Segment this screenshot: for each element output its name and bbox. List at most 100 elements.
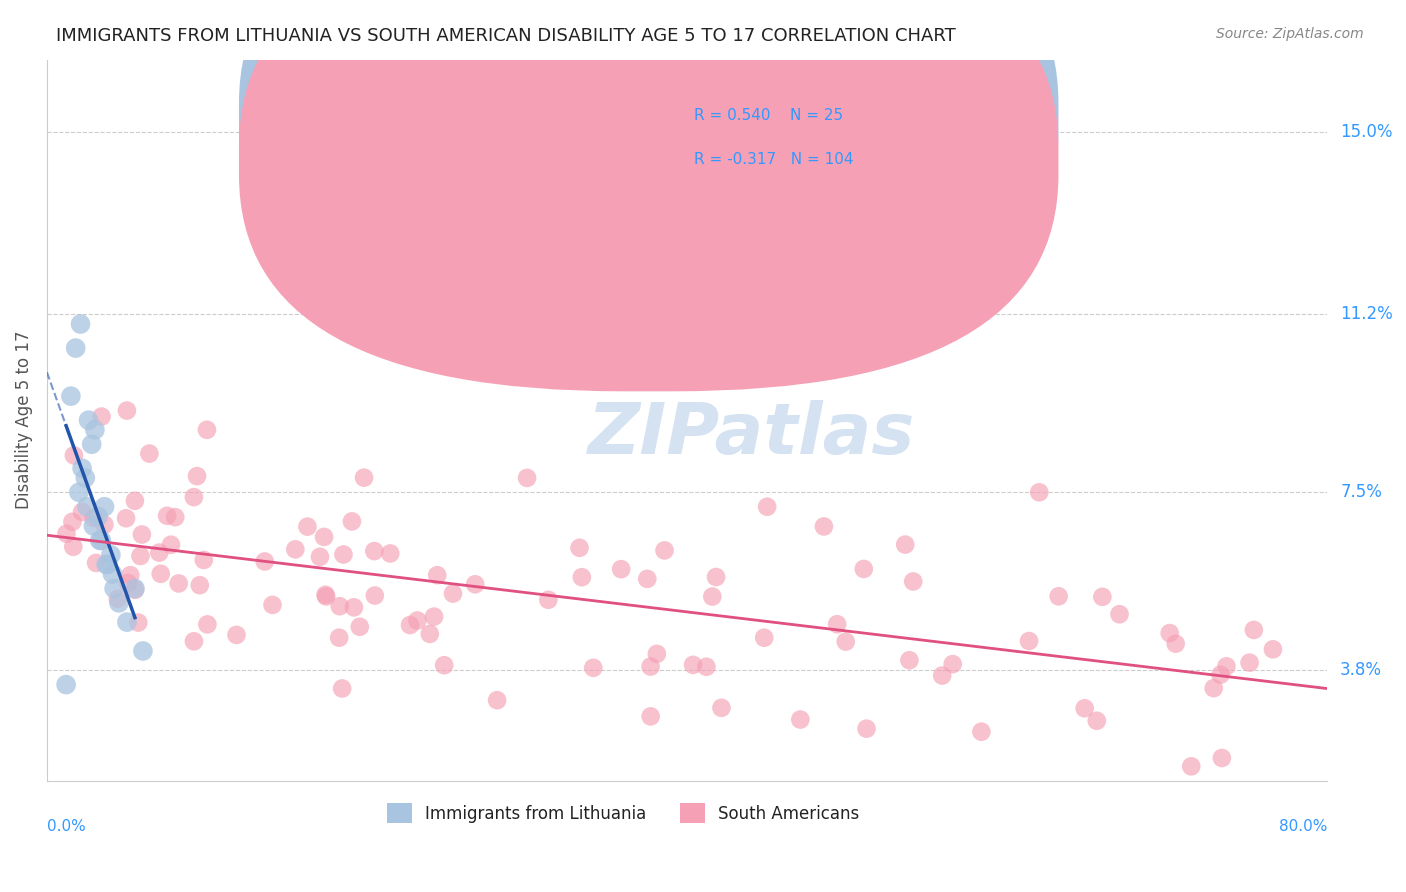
Point bbox=[571, 570, 593, 584]
Text: ZIPatlas: ZIPatlas bbox=[588, 401, 915, 469]
Text: 7.5%: 7.5% bbox=[1340, 483, 1382, 501]
Point bbox=[682, 657, 704, 672]
Point bbox=[108, 596, 131, 610]
Point bbox=[120, 568, 142, 582]
Point bbox=[568, 541, 591, 555]
Point bbox=[1239, 656, 1261, 670]
Point bbox=[537, 592, 560, 607]
Point bbox=[55, 678, 77, 692]
Point bbox=[406, 614, 429, 628]
Point bbox=[149, 566, 172, 581]
Point bbox=[165, 510, 187, 524]
Text: 3.8%: 3.8% bbox=[1340, 661, 1382, 679]
Y-axis label: Disability Age 5 to 17: Disability Age 5 to 17 bbox=[15, 331, 32, 509]
FancyBboxPatch shape bbox=[598, 88, 981, 196]
Point bbox=[1085, 714, 1108, 728]
Point bbox=[156, 508, 179, 523]
Legend: Immigrants from Lithuania, South Americans: Immigrants from Lithuania, South America… bbox=[380, 797, 866, 830]
Point bbox=[901, 574, 924, 589]
Point bbox=[183, 490, 205, 504]
Point bbox=[486, 693, 509, 707]
Point bbox=[62, 540, 84, 554]
Point bbox=[855, 722, 877, 736]
Point bbox=[1028, 485, 1050, 500]
Point bbox=[315, 590, 337, 604]
Point bbox=[332, 548, 354, 562]
Point bbox=[70, 461, 93, 475]
Point bbox=[167, 576, 190, 591]
Point bbox=[297, 519, 319, 533]
Point bbox=[970, 724, 993, 739]
Point bbox=[433, 658, 456, 673]
Point bbox=[60, 515, 83, 529]
Point bbox=[124, 493, 146, 508]
Point bbox=[330, 681, 353, 696]
Point bbox=[640, 709, 662, 723]
Point bbox=[363, 544, 385, 558]
Point bbox=[423, 609, 446, 624]
Point bbox=[702, 590, 724, 604]
Point bbox=[284, 542, 307, 557]
Point bbox=[1180, 759, 1202, 773]
Point bbox=[253, 554, 276, 568]
Point bbox=[640, 659, 662, 673]
Point bbox=[1209, 667, 1232, 681]
Point bbox=[789, 713, 811, 727]
Point bbox=[65, 341, 87, 355]
Point bbox=[94, 558, 117, 572]
Point bbox=[90, 533, 112, 548]
Point bbox=[84, 423, 107, 437]
Point bbox=[63, 449, 86, 463]
Point bbox=[399, 618, 422, 632]
Point bbox=[654, 543, 676, 558]
Point bbox=[107, 591, 129, 606]
Point bbox=[75, 471, 97, 485]
Point bbox=[93, 517, 115, 532]
Point bbox=[77, 413, 100, 427]
Point bbox=[90, 409, 112, 424]
Point bbox=[894, 538, 917, 552]
Point bbox=[464, 577, 486, 591]
Point bbox=[148, 546, 170, 560]
Text: 11.2%: 11.2% bbox=[1340, 305, 1393, 324]
Text: 80.0%: 80.0% bbox=[1279, 819, 1327, 834]
Point bbox=[89, 533, 111, 548]
Point bbox=[516, 471, 538, 485]
Point bbox=[754, 631, 776, 645]
FancyBboxPatch shape bbox=[239, 0, 1059, 348]
Text: R = -0.317   N = 104: R = -0.317 N = 104 bbox=[693, 152, 853, 167]
Point bbox=[76, 500, 98, 514]
Text: Source: ZipAtlas.com: Source: ZipAtlas.com bbox=[1216, 27, 1364, 41]
Point bbox=[312, 530, 335, 544]
Point bbox=[1108, 607, 1130, 622]
Point bbox=[197, 617, 219, 632]
Point bbox=[97, 558, 120, 572]
Point bbox=[852, 562, 875, 576]
Point bbox=[138, 447, 160, 461]
Point bbox=[349, 620, 371, 634]
Point bbox=[80, 437, 103, 451]
Point bbox=[1164, 637, 1187, 651]
Point bbox=[84, 556, 107, 570]
Point bbox=[898, 653, 921, 667]
Point bbox=[101, 567, 124, 582]
Point bbox=[115, 615, 138, 629]
Point bbox=[100, 548, 122, 562]
Point bbox=[55, 526, 77, 541]
Point bbox=[695, 659, 717, 673]
Point bbox=[1211, 751, 1233, 765]
Point bbox=[1091, 590, 1114, 604]
Point bbox=[262, 598, 284, 612]
Point bbox=[193, 553, 215, 567]
Point bbox=[87, 509, 110, 524]
Point bbox=[329, 599, 352, 614]
Text: R = 0.540    N = 25: R = 0.540 N = 25 bbox=[693, 108, 842, 123]
Point bbox=[115, 511, 138, 525]
Point bbox=[59, 389, 82, 403]
Point bbox=[942, 657, 965, 672]
Point bbox=[1047, 589, 1070, 603]
Point bbox=[195, 423, 218, 437]
Point bbox=[225, 628, 247, 642]
Point bbox=[127, 615, 149, 630]
Point bbox=[582, 661, 605, 675]
